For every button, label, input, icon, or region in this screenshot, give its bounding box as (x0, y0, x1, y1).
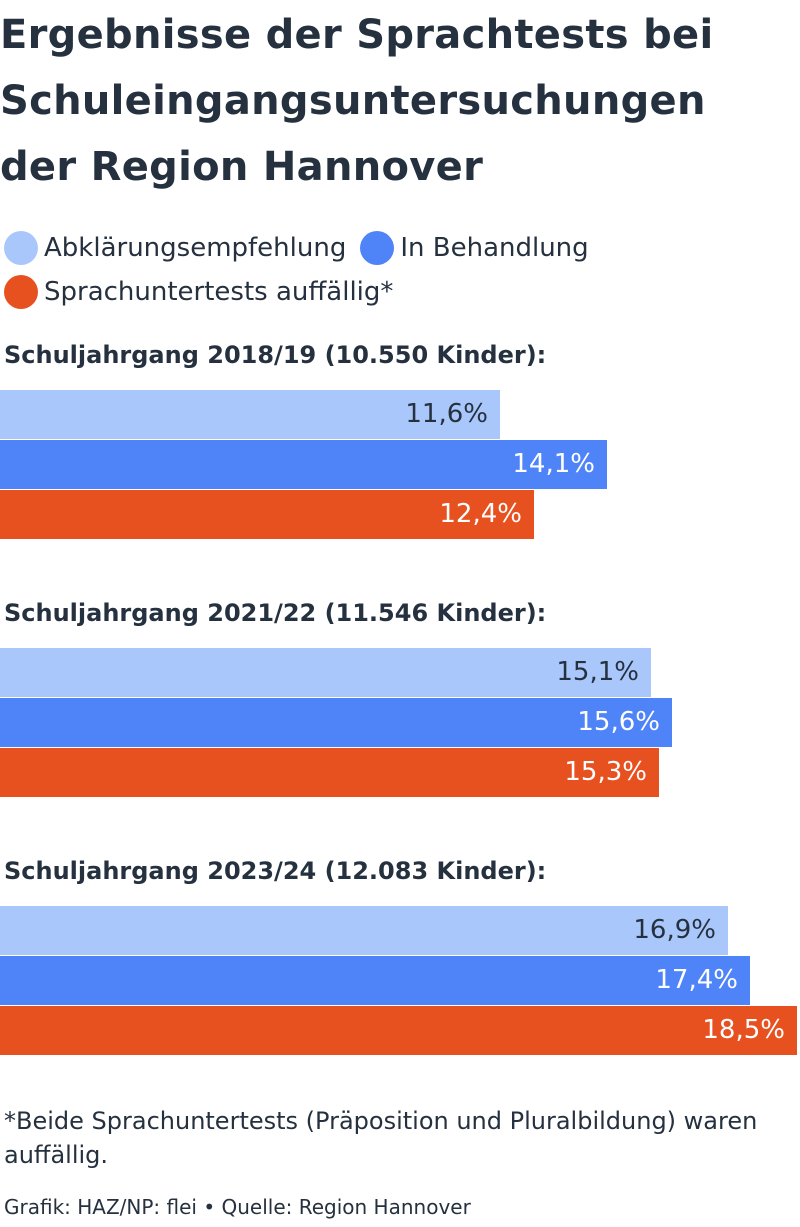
chart-title: Ergebnisse der Sprachtests bei Schuleing… (0, 2, 800, 200)
legend-label: In Behandlung (400, 233, 589, 263)
bar: 17,4% (0, 956, 750, 1005)
legend-item-abklaerungsempfehlung: Abklärungsempfehlung (4, 226, 346, 270)
bar: 15,1% (0, 648, 651, 697)
bar-value-label: 15,3% (564, 757, 647, 787)
legend-row: Sprachuntertests auffällig* (4, 270, 794, 314)
legend: Abklärungsempfehlung In Behandlung Sprac… (4, 226, 794, 314)
legend-swatch (360, 231, 395, 265)
bar-value-label: 18,5% (702, 1015, 785, 1045)
bar: 15,6% (0, 698, 672, 747)
legend-item-sprachuntertests: Sprachuntertests auffällig* (4, 270, 393, 314)
group-title: Schuljahrgang 2018/19 (10.550 Kinder): (4, 341, 547, 369)
bar-value-label: 12,4% (439, 499, 522, 529)
source-credit: Grafik: HAZ/NP: flei • Quelle: Region Ha… (4, 1195, 471, 1219)
bar-value-label: 14,1% (512, 449, 595, 479)
legend-label: Abklärungsempfehlung (44, 233, 347, 263)
legend-swatch (4, 275, 38, 309)
footnote: *Beide Sprachuntertests (Präposition und… (4, 1107, 758, 1169)
bar-value-label: 11,6% (405, 399, 488, 429)
bar: 15,3% (0, 748, 659, 797)
legend-swatch (4, 231, 38, 265)
legend-row: Abklärungsempfehlung In Behandlung (4, 226, 794, 270)
bar-value-label: 15,6% (577, 707, 660, 737)
bar: 18,5% (0, 1006, 797, 1055)
bar: 12,4% (0, 490, 534, 539)
bar-value-label: 16,9% (633, 915, 716, 945)
bar-value-label: 17,4% (655, 965, 738, 995)
chart-title-line: der Region Hannover (0, 144, 484, 190)
chart-title-line: Schuleingangsuntersuchungen (0, 78, 706, 124)
bar: 16,9% (0, 906, 728, 955)
bar-value-label: 15,1% (556, 657, 639, 687)
bar: 11,6% (0, 390, 500, 439)
chart-title-line: Ergebnisse der Sprachtests bei (0, 12, 714, 58)
group-title: Schuljahrgang 2023/24 (12.083 Kinder): (4, 857, 547, 885)
legend-item-in-behandlung: In Behandlung (360, 226, 589, 270)
legend-label: Sprachuntertests auffällig* (44, 277, 394, 307)
bar: 14,1% (0, 440, 607, 489)
group-title: Schuljahrgang 2021/22 (11.546 Kinder): (4, 599, 547, 627)
